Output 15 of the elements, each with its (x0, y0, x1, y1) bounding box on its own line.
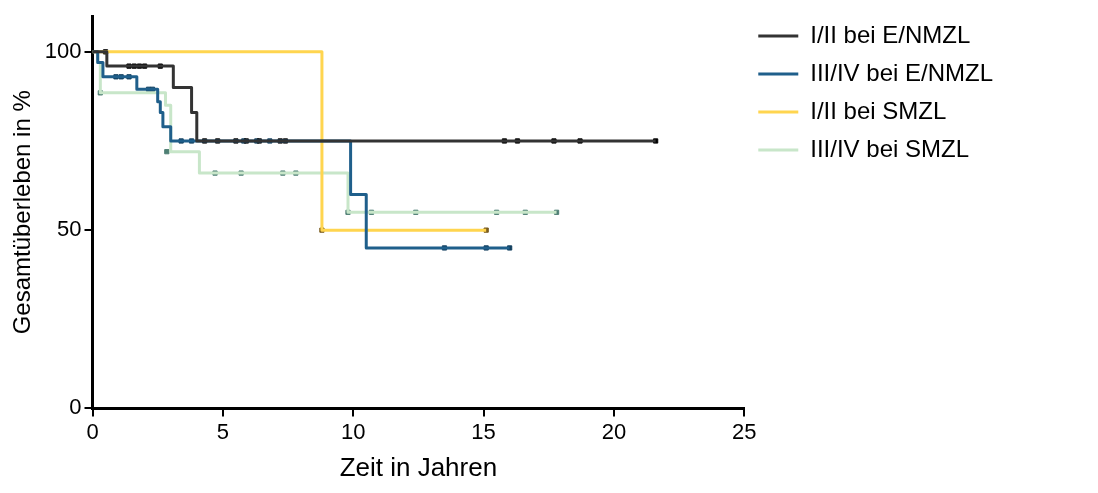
x-tick-label: 15 (471, 418, 496, 444)
x-axis-title: Zeit in Jahren (339, 451, 498, 482)
x-tick-label: 5 (216, 418, 229, 444)
x-tick-label: 10 (340, 418, 366, 444)
legend-label: I/II bei SMZL (810, 96, 947, 124)
legend-label: III/IV bei SMZL (810, 134, 969, 162)
y-tick-label: 100 (44, 37, 82, 63)
legend-label: III/IV bei E/NMZL (810, 58, 993, 86)
y-axis-title: Gesamtüberleben in % (8, 90, 36, 335)
x-tick-label: 20 (601, 418, 627, 444)
x-tick-label: 0 (86, 418, 99, 444)
legend-label: I/II bei E/NMZL (810, 20, 971, 48)
y-tick-label: 0 (69, 394, 82, 420)
x-tick-label: 25 (732, 418, 757, 444)
y-tick-label: 50 (57, 216, 82, 242)
